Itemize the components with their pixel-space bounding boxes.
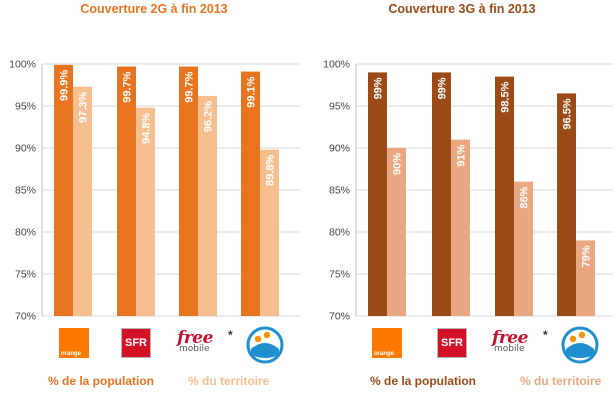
y-tick-label: 70%	[15, 311, 36, 323]
chart-title: Couverture 3G à fin 2013	[388, 2, 536, 16]
chart-panel-2g: Couverture 2G à fin 2013 70% 75% 80% 85% 90%…	[0, 2, 308, 394]
data-label: 96.2%	[203, 101, 215, 132]
chart-legend: % de la population % du territoire	[0, 374, 308, 394]
bouygues-telecom-logo-icon	[561, 326, 599, 364]
bar-free-mobile--series-1	[495, 76, 514, 316]
chart-title: Couverture 2G à fin 2013	[80, 2, 228, 16]
operator-logos: orange SFR free mobile *	[308, 326, 616, 364]
bar-free-mobile--series-2	[198, 95, 217, 316]
bar-orange-series-1	[368, 72, 387, 317]
sfr-logo: SFR	[437, 328, 467, 358]
y-tick-label: 85%	[15, 185, 36, 197]
data-label: 99.7%	[184, 71, 196, 102]
bar-bouygues-telecom-series-1	[557, 93, 576, 317]
legend-territoire: % du territoire	[188, 374, 270, 388]
bar-bouygues-telecom-series-2	[576, 240, 595, 316]
y-tick-label: 95%	[15, 101, 36, 113]
orange-logo-text: orange	[61, 351, 82, 357]
footnote-asterisk: *	[228, 328, 233, 342]
free-logo-word: free	[177, 328, 213, 348]
free-mobile-logo: free mobile *	[177, 328, 233, 362]
free-mobile-logo: free mobile *	[492, 328, 548, 362]
data-label: 99.9%	[59, 70, 71, 101]
free-logo-word: free	[492, 328, 528, 348]
data-label: 91%	[456, 144, 468, 166]
legend-population: % de la population	[48, 374, 155, 388]
y-tick-label: 75%	[15, 269, 36, 281]
y-tick-label: 100%	[9, 59, 36, 71]
bouygues-telecom-logo-icon	[246, 326, 284, 364]
y-tick-label: 80%	[329, 227, 350, 239]
free-logo-subword: mobile	[494, 344, 525, 354]
legend-territoire: % du territoire	[520, 374, 602, 388]
y-tick-label: 85%	[329, 185, 350, 197]
y-tick-label: 70%	[329, 311, 350, 323]
data-label: 99.1%	[246, 76, 258, 107]
y-tick-label: 75%	[329, 269, 350, 281]
bar-orange-series-2	[387, 148, 406, 316]
orange-logo: orange	[59, 328, 89, 358]
data-label: 99%	[373, 77, 385, 99]
bar-chart-2g: 70% 75% 80% 85% 90% 95% 100% 99.9% 99.7% 99.7% 99.…	[9, 59, 300, 323]
sfr-logo-text: SFR	[125, 337, 147, 349]
sfr-logo-text: SFR	[441, 337, 463, 349]
data-label: 99.7%	[122, 71, 134, 102]
sfr-logo: SFR	[121, 328, 151, 358]
bar-sfr-series-2	[451, 139, 470, 316]
bar-chart-3g: 70% 75% 80% 85% 90% 95% 100% 99% 99% 98.5% 96.5% 90…	[323, 59, 613, 323]
chart-panel-3g: Couverture 3G à fin 2013 70% 75% 80% 85% 90%…	[308, 0, 616, 400]
bar-orange-series-1	[54, 64, 73, 316]
y-tick-label: 95%	[329, 101, 350, 113]
y-tick-label: 80%	[15, 227, 36, 239]
bar-bouygues-telecom-series-1	[241, 71, 260, 316]
bar-sfr-series-1	[117, 66, 136, 317]
data-label: 86%	[519, 186, 531, 208]
data-label: 90%	[392, 153, 404, 175]
bar-sfr-series-2	[136, 107, 155, 317]
bar-bouygues-telecom-series-2	[260, 149, 279, 316]
bar-free-mobile--series-1	[179, 66, 198, 317]
data-label: 98.5%	[500, 81, 512, 112]
bar-orange-series-2	[73, 86, 92, 317]
data-label: 94.8%	[141, 112, 153, 143]
y-tick-label: 90%	[329, 143, 350, 155]
bar-sfr-series-1	[432, 72, 451, 317]
y-tick-label: 100%	[323, 59, 350, 71]
data-label: 89.8%	[265, 154, 277, 185]
orange-logo: orange	[372, 328, 402, 358]
data-label: 99%	[437, 77, 449, 99]
chart-legend: % de la population % du territoire	[308, 374, 616, 394]
legend-population: % de la population	[370, 374, 477, 388]
orange-logo-text: orange	[374, 351, 395, 357]
free-logo-subword: mobile	[179, 344, 210, 354]
footnote-asterisk: *	[543, 328, 548, 342]
bar-free-mobile--series-2	[514, 181, 533, 316]
data-label: 97.3%	[78, 91, 90, 122]
operator-logos: orange SFR free mobile *	[0, 326, 308, 364]
data-label: 96.5%	[562, 98, 574, 129]
y-tick-label: 90%	[15, 143, 36, 155]
data-label: 79%	[581, 245, 593, 267]
